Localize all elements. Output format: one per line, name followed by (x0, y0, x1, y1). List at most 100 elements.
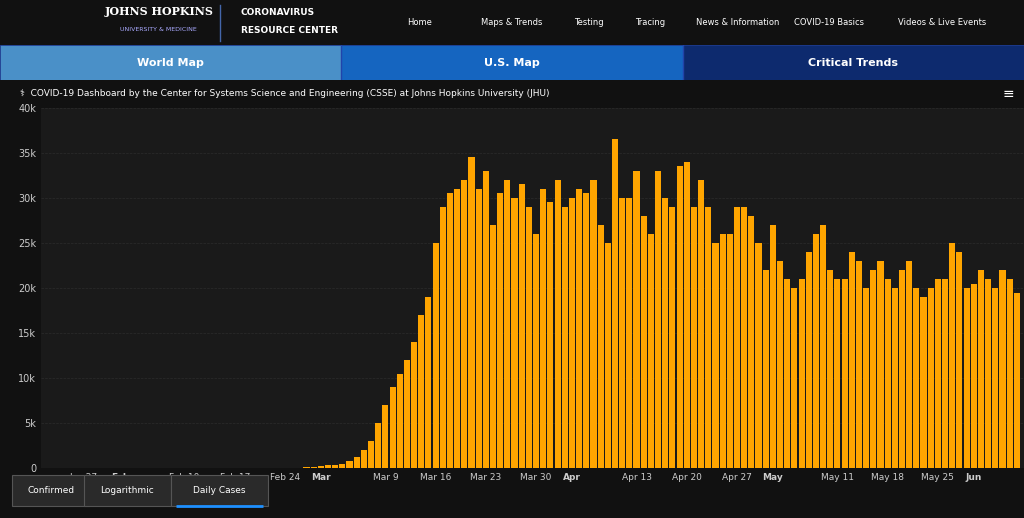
Bar (956, 252, 963, 468)
FancyBboxPatch shape (171, 475, 268, 506)
Bar (627, 198, 633, 468)
FancyBboxPatch shape (683, 45, 1024, 80)
Bar (849, 252, 855, 468)
Bar (1007, 279, 1013, 468)
Bar (461, 180, 467, 468)
Bar (353, 457, 359, 468)
Bar (634, 171, 640, 468)
Bar (698, 180, 705, 468)
Bar (526, 207, 531, 468)
Bar (677, 166, 683, 468)
Text: Critical Trends: Critical Trends (808, 57, 898, 67)
Bar (913, 288, 920, 468)
Bar (475, 189, 481, 468)
Bar (598, 225, 604, 468)
Bar (375, 423, 381, 468)
Bar (411, 342, 417, 468)
Bar (727, 234, 733, 468)
Bar (605, 243, 611, 468)
Text: Logarithmic: Logarithmic (100, 486, 155, 495)
Bar (577, 189, 583, 468)
Text: World Map: World Map (137, 57, 204, 67)
Bar (763, 270, 769, 468)
Bar (856, 261, 862, 468)
Bar (339, 464, 345, 468)
Text: News & Information: News & Information (695, 18, 779, 27)
Bar (706, 207, 712, 468)
Bar (1014, 293, 1020, 468)
Bar (892, 288, 898, 468)
Bar (418, 315, 424, 468)
FancyBboxPatch shape (0, 45, 341, 80)
Bar (368, 441, 374, 468)
Bar (770, 225, 776, 468)
Bar (921, 297, 927, 468)
Bar (999, 270, 1006, 468)
Bar (992, 288, 998, 468)
Bar (548, 203, 553, 468)
Bar (468, 157, 474, 468)
Bar (906, 261, 912, 468)
Bar (784, 279, 791, 468)
Bar (504, 180, 510, 468)
Bar (310, 467, 316, 468)
Text: COVID-19 Basics: COVID-19 Basics (795, 18, 864, 27)
Bar (389, 387, 395, 468)
Bar (439, 207, 445, 468)
Bar (562, 207, 568, 468)
Bar (942, 279, 948, 468)
Text: Home: Home (408, 18, 432, 27)
Bar (612, 139, 618, 468)
Bar (555, 180, 561, 468)
Bar (346, 461, 352, 468)
Text: UNIVERSITY & MEDICINE: UNIVERSITY & MEDICINE (121, 27, 197, 32)
Bar (670, 207, 676, 468)
FancyBboxPatch shape (12, 475, 89, 506)
Bar (720, 234, 726, 468)
Bar (584, 194, 590, 468)
Bar (806, 252, 812, 468)
Bar (454, 189, 460, 468)
Bar (382, 405, 388, 468)
Text: U.S. Map: U.S. Map (484, 57, 540, 67)
Bar (935, 279, 941, 468)
Text: Testing: Testing (574, 18, 603, 27)
Bar (512, 198, 517, 468)
Text: Confirmed: Confirmed (27, 486, 75, 495)
Bar (863, 288, 869, 468)
Bar (827, 270, 834, 468)
Bar (317, 466, 324, 468)
Bar (813, 234, 819, 468)
Bar (820, 225, 826, 468)
Text: Videos & Live Events: Videos & Live Events (898, 18, 986, 27)
Bar (792, 288, 798, 468)
Text: Maps & Trends: Maps & Trends (481, 18, 543, 27)
Bar (741, 207, 748, 468)
Bar (620, 198, 626, 468)
Bar (928, 288, 934, 468)
Text: JOHNS HOPKINS: JOHNS HOPKINS (104, 6, 213, 17)
Bar (569, 198, 575, 468)
Bar (325, 466, 331, 468)
Bar (432, 243, 438, 468)
Bar (591, 180, 597, 468)
Bar (332, 465, 338, 468)
Bar (971, 283, 977, 468)
Bar (885, 279, 891, 468)
Bar (519, 184, 524, 468)
Bar (497, 194, 503, 468)
FancyBboxPatch shape (341, 45, 683, 80)
Bar (777, 261, 783, 468)
Bar (663, 198, 669, 468)
Bar (482, 171, 488, 468)
Text: CORONAVIRUS: CORONAVIRUS (241, 8, 314, 17)
Bar (713, 243, 719, 468)
Bar (842, 279, 848, 468)
Bar (534, 234, 539, 468)
Bar (303, 467, 309, 468)
Text: Tracing: Tracing (635, 18, 666, 27)
Bar (978, 270, 984, 468)
Bar (446, 194, 453, 468)
Bar (655, 171, 662, 468)
Text: ≡: ≡ (1002, 87, 1014, 101)
